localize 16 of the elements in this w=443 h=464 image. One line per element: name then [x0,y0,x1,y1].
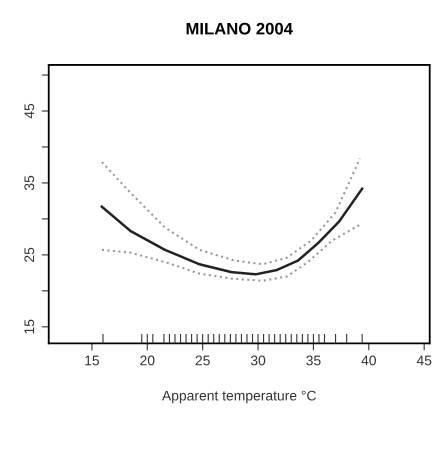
x-axis-title: Apparent temperature °C [162,390,316,404]
x-tick-label: 25 [196,356,210,366]
y-tick-label: 45 [24,104,34,118]
x-tick-label: 30 [250,356,266,366]
y-tick-label: 15 [24,320,34,334]
line-series [100,157,361,266]
x-tick-label: 40 [361,356,376,366]
x-tick-label: 45 [416,356,432,366]
line-series [100,224,361,282]
x-tick-label: 35 [306,356,321,366]
x-tick-label: 15 [85,356,100,366]
x-tick-label: 20 [140,356,154,366]
y-tick-label: 25 [24,248,34,262]
line-series [100,187,364,276]
chart-title: MILANO 2004 [186,22,293,35]
y-tick-label: 35 [24,176,34,190]
